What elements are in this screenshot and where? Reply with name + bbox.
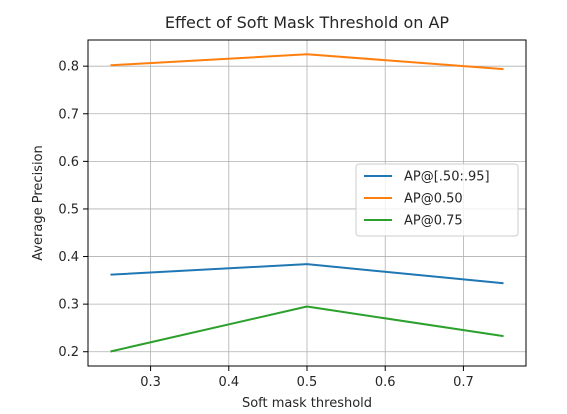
series-line-0 xyxy=(110,263,504,285)
x-axis-ticks: 0.3 0.4 0.5 0.6 0.7 xyxy=(140,366,474,390)
y-axis-label: Average Precision xyxy=(31,145,46,261)
y-tick-label: 0.7 xyxy=(58,107,79,122)
x-tick-label: 0.4 xyxy=(218,375,239,390)
y-tick-label: 0.6 xyxy=(58,155,79,170)
series-line-1 xyxy=(110,53,504,71)
chart-title: Effect of Soft Mask Threshold on AP xyxy=(165,13,449,32)
legend: AP@[.50:.95] AP@0.50 AP@0.75 xyxy=(355,163,519,237)
series-line-2 xyxy=(110,305,504,353)
series-lines xyxy=(110,53,504,353)
x-tick-label: 0.6 xyxy=(375,375,396,390)
y-tick-label: 0.4 xyxy=(58,250,79,265)
y-tick-label: 0.2 xyxy=(58,345,79,360)
legend-label: AP@0.50 xyxy=(404,192,463,207)
y-tick-label: 0.5 xyxy=(58,202,79,217)
y-axis-ticks: 0.2 0.3 0.4 0.5 0.6 0.7 0.8 xyxy=(58,60,88,360)
legend-label: AP@[.50:.95] xyxy=(404,170,490,185)
y-tick-label: 0.8 xyxy=(58,60,79,75)
y-tick-label: 0.3 xyxy=(58,298,79,313)
x-tick-label: 0.5 xyxy=(297,375,318,390)
legend-box xyxy=(355,163,519,237)
legend-label: AP@0.75 xyxy=(404,214,463,229)
x-axis-label: Soft mask threshold xyxy=(242,396,372,411)
x-tick-label: 0.7 xyxy=(453,375,474,390)
x-tick-label: 0.3 xyxy=(140,375,161,390)
